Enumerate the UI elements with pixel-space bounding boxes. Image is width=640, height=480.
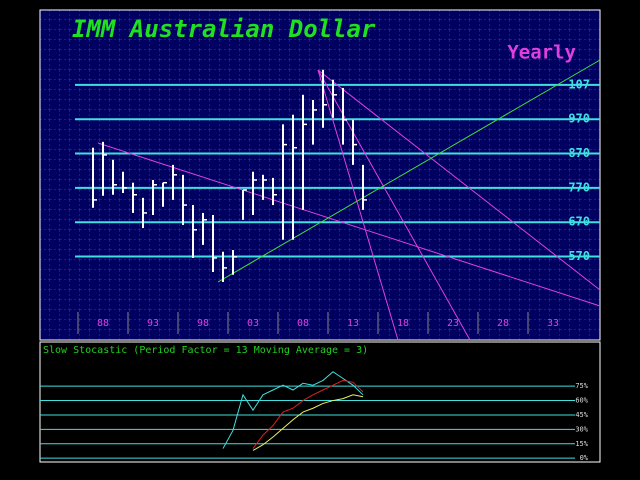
series-line	[252, 394, 364, 451]
y-tick-label: 570	[568, 249, 590, 263]
series-line	[252, 379, 364, 449]
plot-border	[39, 9, 601, 341]
x-tick-label: 33	[547, 318, 559, 329]
y-tick-label: 45%	[575, 411, 588, 419]
y-tick-label: 60%	[575, 397, 588, 405]
x-tick-label: 93	[147, 318, 159, 329]
x-tick-label: 28	[497, 318, 509, 329]
x-tick-label: 88	[97, 318, 109, 329]
x-tick-label: 18	[397, 318, 409, 329]
y-tick-label: 15%	[575, 440, 588, 448]
y-tick-label: 770	[568, 180, 590, 194]
grid-pattern	[40, 10, 600, 340]
chart-subtitle: Yearly	[507, 42, 576, 64]
y-tick-label: 870	[568, 146, 590, 160]
chart-title: IMM Australian Dollar	[72, 15, 376, 43]
x-tick-label: 98	[197, 318, 209, 329]
y-tick-label: 0%	[580, 454, 589, 462]
lower-panel	[39, 341, 601, 463]
series-line	[222, 371, 364, 449]
x-tick-label: 13	[347, 318, 359, 329]
trendline	[217, 59, 601, 283]
x-tick-label: 03	[247, 318, 259, 329]
panel-title: Slow Stocastic (Period Factor = 13 Movin…	[43, 345, 368, 356]
trendline	[97, 142, 601, 307]
y-tick-label: 30%	[575, 425, 588, 433]
trendline	[317, 69, 399, 341]
x-tick-label: 23	[447, 318, 459, 329]
y-tick-label: 75%	[575, 382, 588, 390]
trendline	[317, 69, 601, 291]
y-tick-label: 107	[568, 77, 590, 91]
y-tick-label: 970	[568, 112, 590, 126]
x-tick-label: 08	[297, 318, 309, 329]
y-tick-label: 670	[568, 215, 590, 229]
